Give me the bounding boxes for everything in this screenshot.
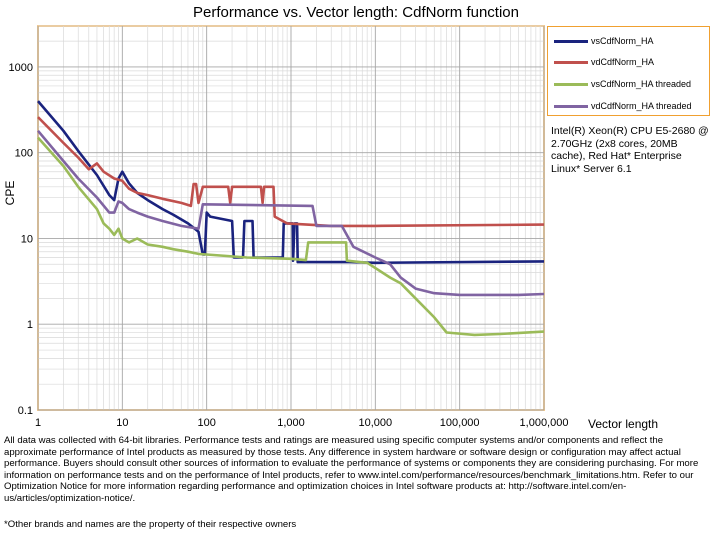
x-tick-label: 10,000 (359, 417, 393, 429)
legend-item-vdCdfNorm-HA-threaded: vdCdfNorm_HA threaded (554, 99, 692, 113)
y-axis-label: CPE (3, 181, 17, 206)
x-tick-labels: 1 10 100 1,000 10,000 100,000 1,000,000 (35, 417, 569, 429)
series-line-2 (37, 136, 545, 337)
trademark-note: *Other brands and names are the property… (4, 519, 297, 530)
legend-label: vdCdfNorm_HA threaded (591, 101, 692, 111)
x-tick-label: 100 (197, 417, 215, 429)
y-tick-label: 0.1 (18, 405, 33, 417)
legend-label: vdCdfNorm_HA (591, 57, 655, 67)
legend-label: vsCdfNorm_HA threaded (591, 79, 692, 89)
y-tick-label: 1000 (9, 62, 33, 74)
legend-item-vdCdfNorm-HA: vdCdfNorm_HA (554, 55, 654, 69)
system-info: Intel(R) Xeon(R) CPU E5-2680 @ 2.70GHz (… (551, 125, 709, 175)
series-line-3 (37, 129, 545, 297)
legend-item-vsCdfNorm-HA: vsCdfNorm_HA (554, 34, 654, 48)
x-tick-label: 10 (116, 417, 128, 429)
legend: vsCdfNorm_HA vdCdfNorm_HA vsCdfNorm_HA t… (547, 26, 710, 116)
grid-major (37, 26, 545, 411)
legend-swatch (554, 105, 588, 109)
y-tick-label: 10 (21, 233, 33, 245)
legend-swatch (554, 83, 588, 87)
y-tick-labels: 0.1 1 10 100 1000 (9, 62, 33, 417)
legend-label: vsCdfNorm_HA (591, 36, 654, 46)
x-axis-label: Vector length (588, 417, 658, 431)
series-line-1 (37, 116, 545, 228)
x-tick-label: 1 (35, 417, 41, 429)
y-tick-label: 100 (15, 148, 33, 160)
chart-plot: 1 10 100 1,000 10,000 100,000 1,000,000 0.1110… (3, 25, 658, 431)
chart-title: Performance vs. Vector length: CdfNorm f… (193, 4, 519, 21)
disclaimer-text: All data was collected with 64-bit libra… (4, 435, 699, 504)
x-tick-label: 1,000,000 (520, 417, 569, 429)
series-group (37, 100, 545, 337)
y-tick-label: 1 (27, 319, 33, 331)
legend-swatch (554, 40, 588, 44)
legend-swatch (554, 61, 588, 65)
series-line-0 (37, 100, 545, 265)
x-tick-label: 1,000 (277, 417, 305, 429)
legend-item-vsCdfNorm-HA-threaded: vsCdfNorm_HA threaded (554, 77, 691, 91)
x-tick-label: 100,000 (440, 417, 480, 429)
